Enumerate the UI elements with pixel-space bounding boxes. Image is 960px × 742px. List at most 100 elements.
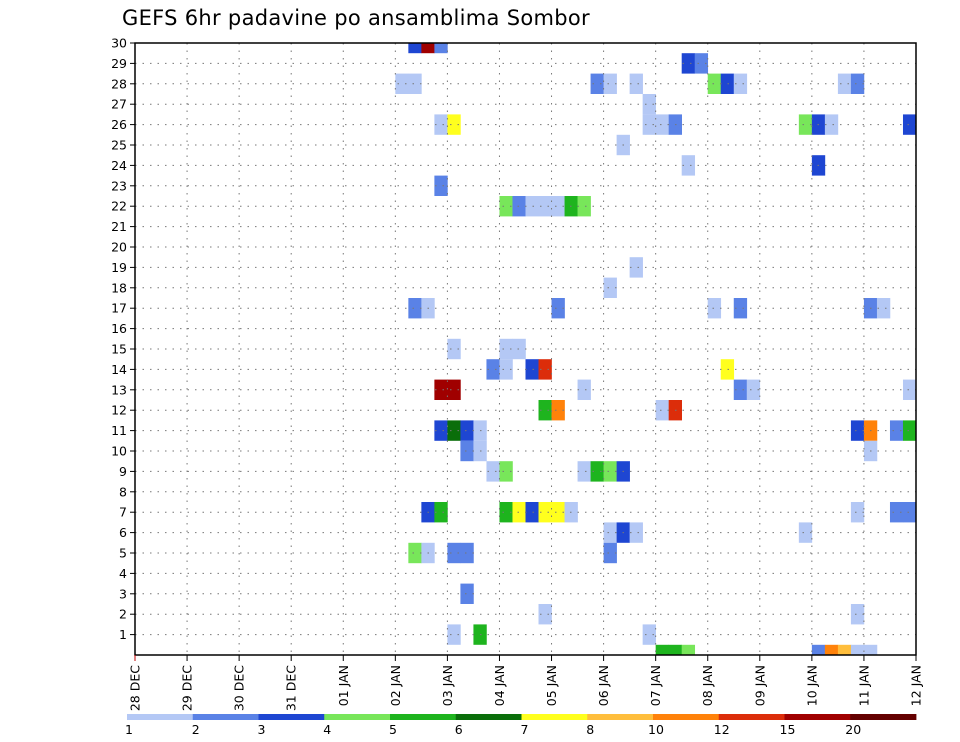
heatmap-cell (590, 73, 604, 94)
heatmap-cell (512, 196, 526, 217)
y-tick-label: 19 (111, 260, 127, 275)
legend-swatch (258, 714, 325, 720)
heatmap-cell (499, 502, 513, 523)
heatmap-cell (603, 461, 617, 482)
heatmap-cell (434, 175, 448, 196)
heatmap-cell (642, 94, 656, 115)
heatmap-cell (434, 114, 448, 135)
y-tick-label: 29 (111, 56, 127, 71)
y-tick-label: 22 (111, 199, 127, 214)
legend-swatch (192, 714, 259, 720)
y-tick-label: 11 (111, 423, 127, 438)
heatmap-cell (603, 277, 617, 298)
heatmap-cell (798, 114, 813, 135)
x-tick-label: 29 DEC (180, 665, 195, 711)
x-axis: 28 DEC 29 DEC 30 DEC 31 DEC 01 JAN 02 JAN 03 J… (128, 655, 924, 711)
heatmap-cell (434, 420, 448, 441)
heatmap-cell (720, 73, 735, 94)
heatmap-cell (824, 114, 839, 135)
y-tick-label: 13 (111, 382, 127, 397)
y-tick-label: 20 (111, 240, 127, 255)
heatmap-cell (408, 542, 422, 564)
legend-label: 8 (586, 722, 594, 737)
legend-swatch (653, 714, 720, 720)
heatmap-cell (902, 379, 917, 400)
legend-label: 20 (845, 722, 861, 737)
y-tick-label: 28 (111, 76, 127, 91)
heatmap-cell (850, 420, 865, 441)
x-tick-label: 31 DEC (284, 665, 299, 711)
legend-swatch (718, 714, 785, 720)
x-tick-label: 30 DEC (232, 665, 247, 711)
y-tick-label: 6 (119, 525, 127, 540)
heatmap-cell (629, 257, 643, 278)
heatmap-cell (460, 583, 474, 604)
heatmap-cell (681, 53, 696, 74)
heatmap-cell (733, 379, 748, 400)
heatmap-cell (499, 359, 513, 380)
heatmap-cell (733, 73, 748, 94)
legend-label: 4 (323, 722, 331, 737)
heatmap-cell (538, 400, 552, 421)
y-tick-label: 2 (119, 607, 127, 622)
y-tick-label: 7 (119, 505, 127, 520)
x-tick-label: 02 JAN (388, 665, 403, 706)
heatmap-cell (486, 461, 500, 482)
y-tick-label: 16 (111, 321, 127, 336)
heatmap-cell (577, 461, 591, 482)
heatmap-cell (707, 73, 722, 94)
legend-label: 5 (389, 722, 397, 737)
legend-swatch (390, 714, 457, 720)
legend-swatch (784, 714, 851, 720)
y-tick-label: 1 (119, 627, 127, 642)
heatmap-cell (902, 420, 917, 441)
x-tick-label: 10 JAN (804, 665, 819, 706)
heatmap-cell (681, 155, 696, 176)
y-tick-label: 14 (111, 362, 127, 377)
heatmap-cell (811, 644, 826, 655)
heatmap-cell (499, 196, 513, 217)
heatmap-cell (447, 338, 461, 360)
heatmap-cell (538, 196, 552, 217)
y-tick-label: 5 (119, 546, 127, 561)
y-tick-label: 8 (119, 484, 127, 499)
y-tick-label: 4 (119, 566, 127, 581)
heatmap-cell (447, 624, 461, 645)
legend-swatch (324, 714, 391, 720)
heatmap-cell (642, 624, 656, 645)
heatmap-cell (486, 359, 500, 380)
heatmap-cell (460, 542, 474, 564)
heatmap-cell (512, 338, 526, 360)
y-tick-label: 30 (111, 36, 127, 51)
heatmap-cell (889, 420, 904, 441)
heatmap-cell (889, 502, 904, 523)
legend-label: 7 (521, 722, 529, 737)
legend-label: 12 (714, 722, 730, 737)
heatmap-cell (837, 73, 852, 94)
heatmap-cell (395, 73, 409, 94)
x-tick-label: 09 JAN (752, 665, 767, 706)
legend-swatch (127, 714, 194, 720)
y-tick-label: 25 (111, 138, 127, 153)
heatmap-cell (525, 359, 539, 380)
x-tick-label: 04 JAN (492, 665, 507, 706)
heatmap-cell (577, 379, 591, 400)
y-tick-label: 21 (111, 219, 127, 234)
x-tick-label: 12 JAN (909, 665, 924, 706)
heatmap-cell (837, 644, 852, 655)
y-tick-label: 9 (119, 464, 127, 479)
heatmap-cell (850, 644, 865, 655)
heatmap-cell (603, 522, 617, 543)
heatmap-cell (499, 461, 513, 482)
heatmap-cell (434, 43, 448, 54)
heatmap-cell (655, 644, 669, 655)
y-tick-label: 17 (111, 301, 127, 316)
y-tick-label: 18 (111, 280, 127, 295)
y-tick-label: 12 (111, 403, 127, 418)
heatmap-cell (421, 43, 435, 54)
heatmap-cell (590, 461, 604, 482)
heatmap-cell (447, 379, 461, 400)
heatmap-cell (850, 502, 865, 523)
heatmap-cell (902, 502, 917, 523)
x-tick-label: 05 JAN (544, 665, 559, 706)
